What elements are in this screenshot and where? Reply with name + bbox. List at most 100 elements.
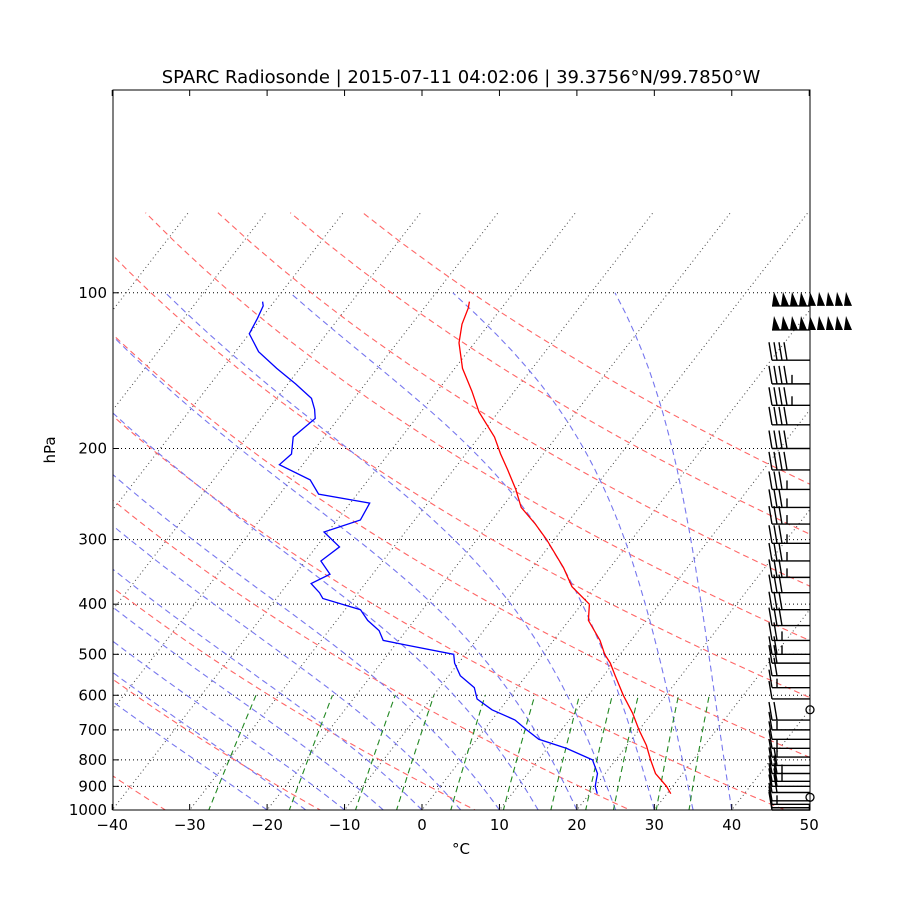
x-tick-label: 40 bbox=[722, 816, 741, 834]
barb-full bbox=[773, 701, 778, 721]
wind-barb bbox=[768, 636, 810, 656]
isotherm-line bbox=[878, 213, 900, 821]
barb-full bbox=[778, 489, 783, 508]
wind-barb bbox=[768, 591, 810, 611]
wind-barb bbox=[768, 505, 810, 525]
barb-flag bbox=[826, 315, 834, 330]
barb-flag bbox=[781, 291, 789, 306]
mixing-ratio-line bbox=[550, 695, 581, 810]
barb-full bbox=[773, 755, 778, 774]
mixing-ratio-line bbox=[688, 695, 710, 810]
moist-adiabat bbox=[113, 335, 578, 810]
barb-full bbox=[773, 430, 778, 449]
dry-adiabat bbox=[145, 212, 810, 642]
dry-adiabat bbox=[289, 212, 810, 535]
barb-full bbox=[768, 505, 773, 525]
y-axis-label: hPa bbox=[41, 436, 59, 463]
isotherm-line bbox=[576, 508, 810, 810]
dry-adiabat bbox=[113, 587, 477, 810]
x-tick-label: 30 bbox=[645, 816, 664, 834]
barb-full bbox=[778, 451, 783, 471]
y-tick-label: 800 bbox=[78, 751, 107, 769]
moist-adiabat bbox=[113, 671, 307, 810]
mixing-ratio-line bbox=[612, 695, 639, 810]
axis-ticks: −40 −30 −20 −10 0 10 20 30 40 50 100 200 300 400 500 60… bbox=[69, 90, 819, 834]
mixing-ratio-line bbox=[655, 695, 680, 810]
barb-full bbox=[768, 622, 773, 641]
dry-adiabat bbox=[362, 212, 810, 485]
barb-full bbox=[768, 768, 773, 787]
wind-barb bbox=[768, 342, 810, 361]
moist-adiabat bbox=[113, 525, 462, 810]
barb-full bbox=[768, 738, 773, 758]
moist-adiabat bbox=[113, 701, 268, 810]
barb-full bbox=[778, 365, 783, 384]
isotherm-line bbox=[189, 212, 654, 810]
y-tick-label: 500 bbox=[78, 645, 107, 663]
wind-barb bbox=[805, 705, 815, 715]
isotherm-line bbox=[113, 212, 576, 810]
barb-full bbox=[768, 669, 773, 688]
wind-barb bbox=[768, 451, 810, 471]
isotherm-line bbox=[266, 212, 731, 810]
barb-full bbox=[768, 387, 773, 406]
isotherm-line bbox=[113, 212, 422, 611]
mixing-ratio-line bbox=[396, 695, 435, 810]
moist-adiabat bbox=[693, 809, 694, 810]
moist-adiabat bbox=[614, 292, 733, 810]
chart-title: SPARC Radiosonde | 2015-07-11 04:02:06 |… bbox=[162, 67, 761, 88]
barb-full bbox=[768, 525, 773, 544]
barb-full bbox=[773, 763, 778, 782]
barb-full bbox=[773, 607, 778, 626]
y-tick-label: 200 bbox=[78, 439, 107, 457]
temperature-line bbox=[458, 301, 672, 795]
wind-barb bbox=[768, 525, 810, 544]
barb-flag bbox=[799, 315, 807, 330]
wind-barb bbox=[768, 730, 810, 750]
barb-full bbox=[768, 430, 773, 449]
moist-adiabat bbox=[305, 809, 307, 810]
barb-full bbox=[778, 406, 783, 425]
isotherm-line bbox=[498, 408, 810, 810]
wind-barb bbox=[768, 657, 810, 677]
barb-full bbox=[773, 342, 778, 361]
barb-full bbox=[768, 559, 773, 578]
wind-barb bbox=[768, 782, 810, 802]
barb-flag bbox=[817, 315, 825, 330]
moist-adiabat bbox=[289, 292, 655, 810]
barb-full bbox=[768, 782, 773, 801]
barb-full bbox=[778, 559, 783, 578]
x-tick-label: 20 bbox=[567, 816, 586, 834]
barb-full bbox=[783, 430, 788, 449]
barb-full bbox=[768, 489, 773, 508]
barb-full bbox=[773, 451, 778, 471]
x-tick-label: 50 bbox=[800, 816, 819, 834]
barb-full bbox=[768, 636, 773, 655]
wind-barbs bbox=[768, 291, 852, 811]
dewpoint-line bbox=[248, 301, 599, 794]
moist-adiabat bbox=[452, 292, 694, 810]
moist-adiabat bbox=[113, 640, 345, 810]
moist-adiabat bbox=[538, 809, 539, 810]
wind-barb bbox=[768, 669, 810, 689]
wind-barb bbox=[768, 768, 810, 788]
wind-barb bbox=[768, 786, 810, 806]
mixing-ratio-line bbox=[450, 695, 486, 810]
barb-full bbox=[768, 342, 773, 361]
barb-full bbox=[778, 430, 783, 449]
mixing-ratio-line bbox=[354, 695, 396, 810]
plot-frame bbox=[112, 89, 811, 811]
y-tick-label: 900 bbox=[78, 777, 107, 795]
dry-adiabat bbox=[113, 415, 787, 810]
barb-full bbox=[768, 774, 773, 793]
wind-barb bbox=[768, 406, 810, 426]
barb-full bbox=[778, 525, 783, 544]
barb-full bbox=[778, 471, 783, 490]
barb-full bbox=[773, 636, 778, 655]
dry-adiabat bbox=[113, 499, 632, 810]
wind-barb bbox=[768, 489, 810, 509]
wind-barb bbox=[768, 471, 810, 491]
barb-full bbox=[773, 406, 778, 425]
moist-adiabat bbox=[113, 568, 423, 810]
